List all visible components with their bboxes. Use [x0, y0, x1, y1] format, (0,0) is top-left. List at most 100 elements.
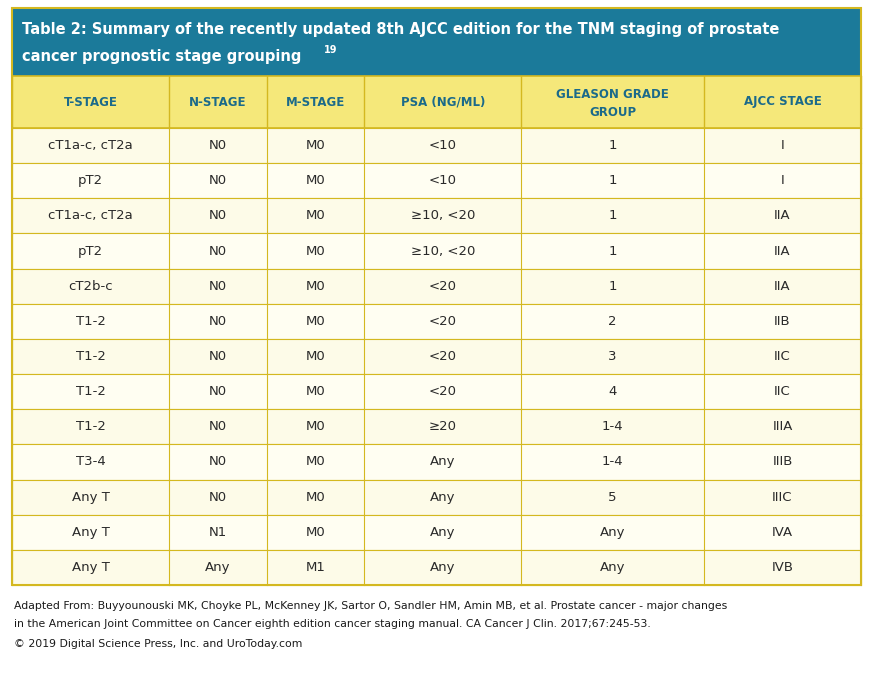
Text: AJCC STAGE: AJCC STAGE — [744, 95, 821, 108]
Text: Table 2: Summary of the recently updated 8th AJCC edition for the TNM staging of: Table 2: Summary of the recently updated… — [22, 22, 780, 37]
Text: IVB: IVB — [772, 561, 794, 574]
Text: PSA (NG/ML): PSA (NG/ML) — [401, 95, 485, 108]
Text: cancer prognostic stage grouping: cancer prognostic stage grouping — [22, 50, 301, 64]
Text: N0: N0 — [209, 385, 227, 398]
Text: cT2b-c: cT2b-c — [68, 280, 113, 293]
Text: Adapted From: Buyyounouski MK, Choyke PL, McKenney JK, Sartor O, Sandler HM, Ami: Adapted From: Buyyounouski MK, Choyke PL… — [14, 601, 727, 611]
Text: N0: N0 — [209, 139, 227, 152]
Bar — [12, 550, 861, 585]
Bar — [12, 480, 861, 514]
Bar — [12, 269, 861, 304]
Text: M1: M1 — [306, 561, 326, 574]
Bar — [12, 198, 861, 234]
Text: Any: Any — [430, 491, 456, 503]
Bar — [12, 8, 861, 585]
Text: <20: <20 — [429, 315, 457, 328]
Text: N0: N0 — [209, 244, 227, 258]
Text: <10: <10 — [429, 174, 457, 187]
Text: Any: Any — [430, 526, 456, 539]
Text: N0: N0 — [209, 456, 227, 468]
Bar — [12, 304, 861, 339]
Text: IIIA: IIIA — [773, 420, 793, 433]
Text: N0: N0 — [209, 280, 227, 293]
Text: M0: M0 — [306, 456, 326, 468]
Text: M0: M0 — [306, 420, 326, 433]
Text: 1-4: 1-4 — [601, 456, 623, 468]
Text: N0: N0 — [209, 174, 227, 187]
Text: IIC: IIC — [774, 385, 791, 398]
Text: Any T: Any T — [72, 526, 109, 539]
Text: Any: Any — [205, 561, 230, 574]
Bar — [12, 339, 861, 374]
Text: in the American Joint Committee on Cancer eighth edition cancer staging manual. : in the American Joint Committee on Cance… — [14, 619, 650, 629]
Text: N1: N1 — [209, 526, 227, 539]
Text: T1-2: T1-2 — [76, 420, 106, 433]
Bar — [12, 514, 861, 550]
Text: 3: 3 — [608, 350, 617, 363]
Text: N0: N0 — [209, 350, 227, 363]
Text: Any: Any — [430, 456, 456, 468]
Text: ≥10, <20: ≥10, <20 — [410, 209, 475, 223]
Bar — [12, 163, 861, 198]
Text: 2: 2 — [608, 315, 617, 328]
Text: M0: M0 — [306, 385, 326, 398]
Text: N0: N0 — [209, 315, 227, 328]
Text: T-STAGE: T-STAGE — [64, 95, 118, 108]
Text: 1-4: 1-4 — [601, 420, 623, 433]
Text: M0: M0 — [306, 209, 326, 223]
Text: 1: 1 — [608, 209, 617, 223]
Text: IIA: IIA — [774, 244, 791, 258]
Text: I: I — [780, 139, 784, 152]
Text: M0: M0 — [306, 491, 326, 503]
Text: T1-2: T1-2 — [76, 350, 106, 363]
Bar — [12, 8, 861, 76]
Text: <20: <20 — [429, 385, 457, 398]
Bar — [12, 410, 861, 444]
Text: M0: M0 — [306, 174, 326, 187]
Bar — [12, 76, 861, 128]
Text: Any T: Any T — [72, 491, 109, 503]
Text: I: I — [780, 174, 784, 187]
Text: 5: 5 — [608, 491, 617, 503]
Text: IVA: IVA — [772, 526, 793, 539]
Bar — [12, 374, 861, 409]
Text: M0: M0 — [306, 280, 326, 293]
Text: N0: N0 — [209, 420, 227, 433]
Text: IIIB: IIIB — [773, 456, 793, 468]
Bar — [12, 128, 861, 163]
Text: 19: 19 — [324, 45, 338, 55]
Bar — [12, 444, 861, 480]
Text: 4: 4 — [608, 385, 617, 398]
Text: <20: <20 — [429, 280, 457, 293]
Text: 1: 1 — [608, 244, 617, 258]
Text: GROUP: GROUP — [589, 106, 636, 118]
Text: © 2019 Digital Science Press, Inc. and UroToday.com: © 2019 Digital Science Press, Inc. and U… — [14, 639, 302, 649]
Text: IIIC: IIIC — [773, 491, 793, 503]
Text: <20: <20 — [429, 350, 457, 363]
Text: M-STAGE: M-STAGE — [285, 95, 345, 108]
Text: T3-4: T3-4 — [76, 456, 106, 468]
Text: GLEASON GRADE: GLEASON GRADE — [556, 88, 669, 101]
Text: cT1a-c, cT2a: cT1a-c, cT2a — [48, 139, 133, 152]
Text: Any: Any — [600, 526, 625, 539]
Text: M0: M0 — [306, 315, 326, 328]
Text: cT1a-c, cT2a: cT1a-c, cT2a — [48, 209, 133, 223]
Text: ≥10, <20: ≥10, <20 — [410, 244, 475, 258]
Text: M0: M0 — [306, 350, 326, 363]
Text: M0: M0 — [306, 244, 326, 258]
Text: IIA: IIA — [774, 209, 791, 223]
Text: N0: N0 — [209, 491, 227, 503]
Text: Any: Any — [430, 561, 456, 574]
Text: 1: 1 — [608, 174, 617, 187]
Text: 1: 1 — [608, 139, 617, 152]
Text: T1-2: T1-2 — [76, 385, 106, 398]
Text: N-STAGE: N-STAGE — [189, 95, 247, 108]
Text: ≥20: ≥20 — [429, 420, 457, 433]
Text: N0: N0 — [209, 209, 227, 223]
Text: pT2: pT2 — [78, 244, 103, 258]
Text: M0: M0 — [306, 139, 326, 152]
Text: Any: Any — [600, 561, 625, 574]
Text: Any T: Any T — [72, 561, 109, 574]
Text: IIC: IIC — [774, 350, 791, 363]
Text: M0: M0 — [306, 526, 326, 539]
